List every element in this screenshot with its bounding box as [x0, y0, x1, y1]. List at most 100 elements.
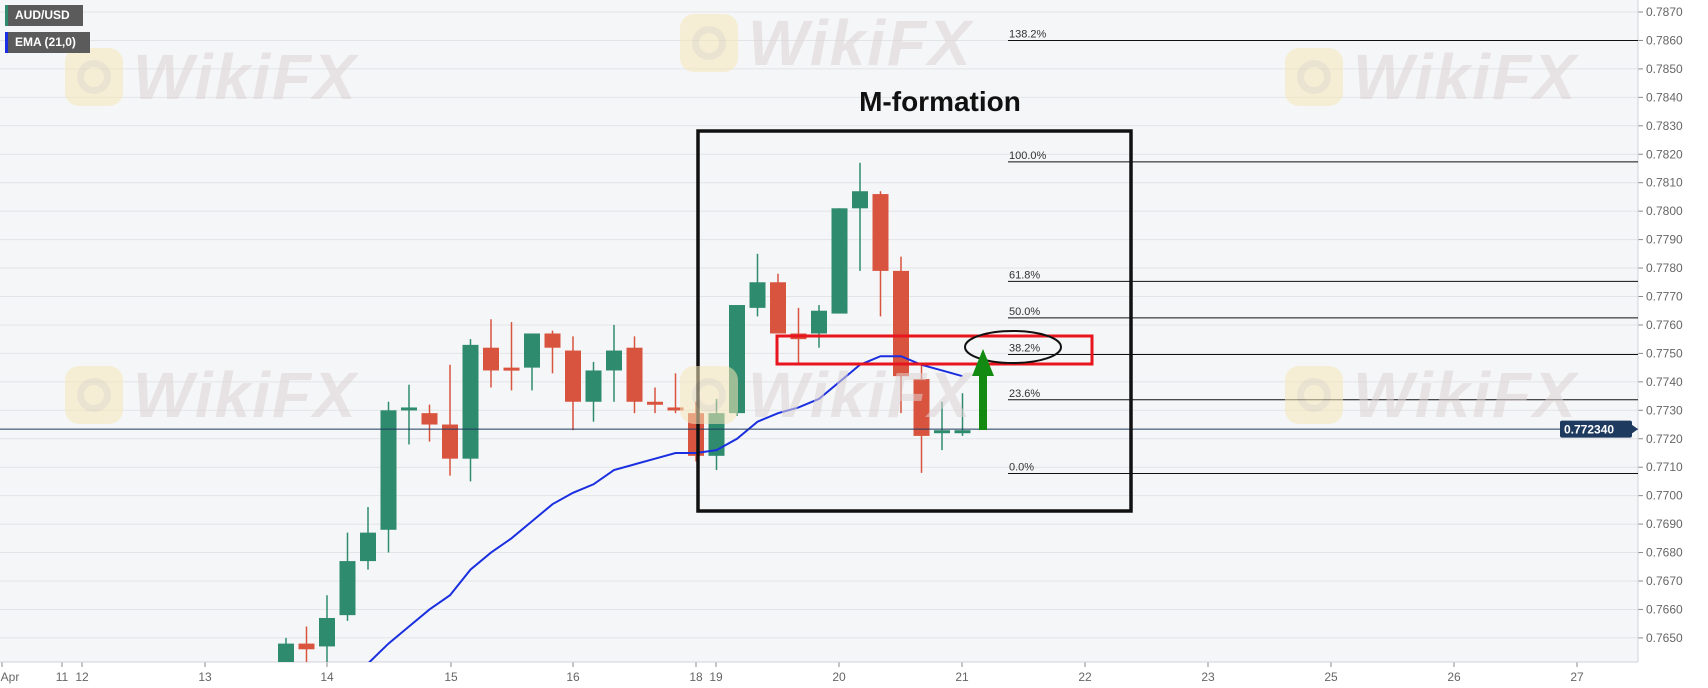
price-axis[interactable]: 0.7870 0.7860 0.7850 0.7840 0.7830 0.7820 0.78… [1638, 5, 1683, 645]
m-formation-frame[interactable] [696, 129, 1133, 513]
candle [544, 330, 561, 374]
price-tick-label: 0.7840 [1646, 90, 1683, 104]
candle [667, 373, 684, 414]
price-tick-label: 0.7690 [1646, 517, 1683, 531]
candle-body [831, 208, 848, 314]
time-tick-label: 12 [75, 670, 89, 684]
candle [442, 364, 458, 476]
candle-body [647, 401, 663, 405]
candle-body [462, 344, 479, 459]
candle [831, 208, 848, 314]
candle-body [626, 347, 643, 402]
price-tick-label: 0.7720 [1646, 432, 1683, 446]
candle-body [954, 430, 971, 434]
time-tick-label: 21 [955, 670, 969, 684]
candle-body [544, 333, 561, 348]
candle [319, 595, 335, 662]
candle-body [852, 191, 868, 209]
candle-body [442, 424, 458, 459]
candle [503, 322, 520, 391]
legend-symbol[interactable]: AUD/USD [5, 5, 83, 26]
fib-level-label: 138.2% [1009, 28, 1047, 40]
time-tick-label: 11 [56, 670, 69, 684]
time-tick-label: 14 [320, 670, 334, 684]
price-tick-label: 0.7700 [1646, 489, 1683, 503]
candle [565, 336, 581, 431]
time-tick-label: 16 [566, 670, 580, 684]
price-tick-label: 0.7670 [1646, 574, 1683, 588]
time-tick-label: 22 [1078, 670, 1092, 684]
candle [934, 401, 950, 451]
up-arrow-icon[interactable] [972, 349, 994, 430]
price-tick-label: 0.7830 [1646, 119, 1683, 133]
price-tick-label: 0.7760 [1646, 318, 1683, 332]
candle [749, 253, 766, 317]
candle-body [872, 194, 889, 271]
fibonacci-retracement[interactable]: 138.2% 100.0% 61.8% 50.0% 38.2% 23.6% 0.0% [1008, 28, 1638, 474]
candle [278, 637, 294, 662]
price-tick-label: 0.7780 [1646, 261, 1683, 275]
price-tick-label: 0.7680 [1646, 546, 1683, 560]
fib-level-label: 61.8% [1009, 269, 1040, 281]
candle [585, 361, 602, 422]
candle [852, 162, 868, 271]
price-tick-label: 0.7730 [1646, 403, 1683, 417]
time-tick-label: 19 [709, 670, 723, 684]
candle-body [667, 407, 684, 411]
candle-body [278, 643, 294, 662]
time-axis[interactable]: Apr 11 12 13 14 15 16 18 19 20 21 22 23 25 26 27 [1, 662, 1584, 684]
candle-body [339, 561, 356, 616]
arrow-head [972, 349, 994, 376]
candle [524, 333, 540, 391]
candle-body [524, 333, 540, 368]
price-tick-label: 0.7800 [1646, 204, 1683, 218]
time-tick-label: 13 [198, 670, 212, 684]
price-tick-label: 0.7740 [1646, 375, 1683, 389]
candle [626, 336, 643, 414]
candle-body [811, 310, 827, 334]
fib-level-label: 100.0% [1009, 150, 1047, 162]
candle-body [770, 282, 786, 334]
fib-38-2-ellipse[interactable] [964, 330, 1062, 364]
legend-ema[interactable]: EMA (21,0) [5, 32, 90, 53]
last-price-pointer [1631, 424, 1638, 435]
last-price-box [1560, 420, 1632, 438]
candle [647, 387, 663, 414]
highlight-rectangle[interactable] [775, 334, 1094, 366]
price-tick-label: 0.7660 [1646, 602, 1683, 616]
candle-body [565, 350, 581, 402]
candle-body [380, 410, 397, 530]
last-price-label: 0.772340 [1560, 420, 1638, 438]
candle [360, 507, 376, 570]
candle-body [749, 282, 766, 308]
arrow-shaft [979, 374, 987, 430]
fib-level-label: 23.6% [1009, 388, 1040, 400]
candle-body [934, 430, 950, 434]
fib-level-label: 0.0% [1009, 461, 1034, 473]
candle-body [503, 367, 520, 371]
time-tick-label: 23 [1201, 670, 1215, 684]
candle [729, 305, 745, 416]
fib-level-label: 50.0% [1009, 306, 1040, 318]
candle [462, 339, 479, 482]
time-tick-label: 15 [444, 670, 458, 684]
candle [811, 305, 827, 348]
time-tick-label: 27 [1570, 670, 1584, 684]
candle-body [360, 532, 376, 562]
last-price-value: 0.772340 [1564, 423, 1614, 437]
price-tick-label: 0.7750 [1646, 346, 1683, 360]
candle-body [606, 350, 622, 371]
candle [872, 191, 889, 317]
candle-body [421, 413, 438, 425]
m-formation-title: M-formation [859, 86, 1021, 117]
candle [421, 404, 438, 442]
time-tick-label: 18 [689, 670, 703, 684]
candle-body [913, 379, 930, 436]
price-tick-label: 0.7820 [1646, 147, 1683, 161]
candle-body [893, 270, 909, 377]
candle [380, 401, 397, 553]
candle-body [401, 407, 417, 411]
price-tick-label: 0.7770 [1646, 290, 1683, 304]
candle-body [319, 617, 335, 647]
